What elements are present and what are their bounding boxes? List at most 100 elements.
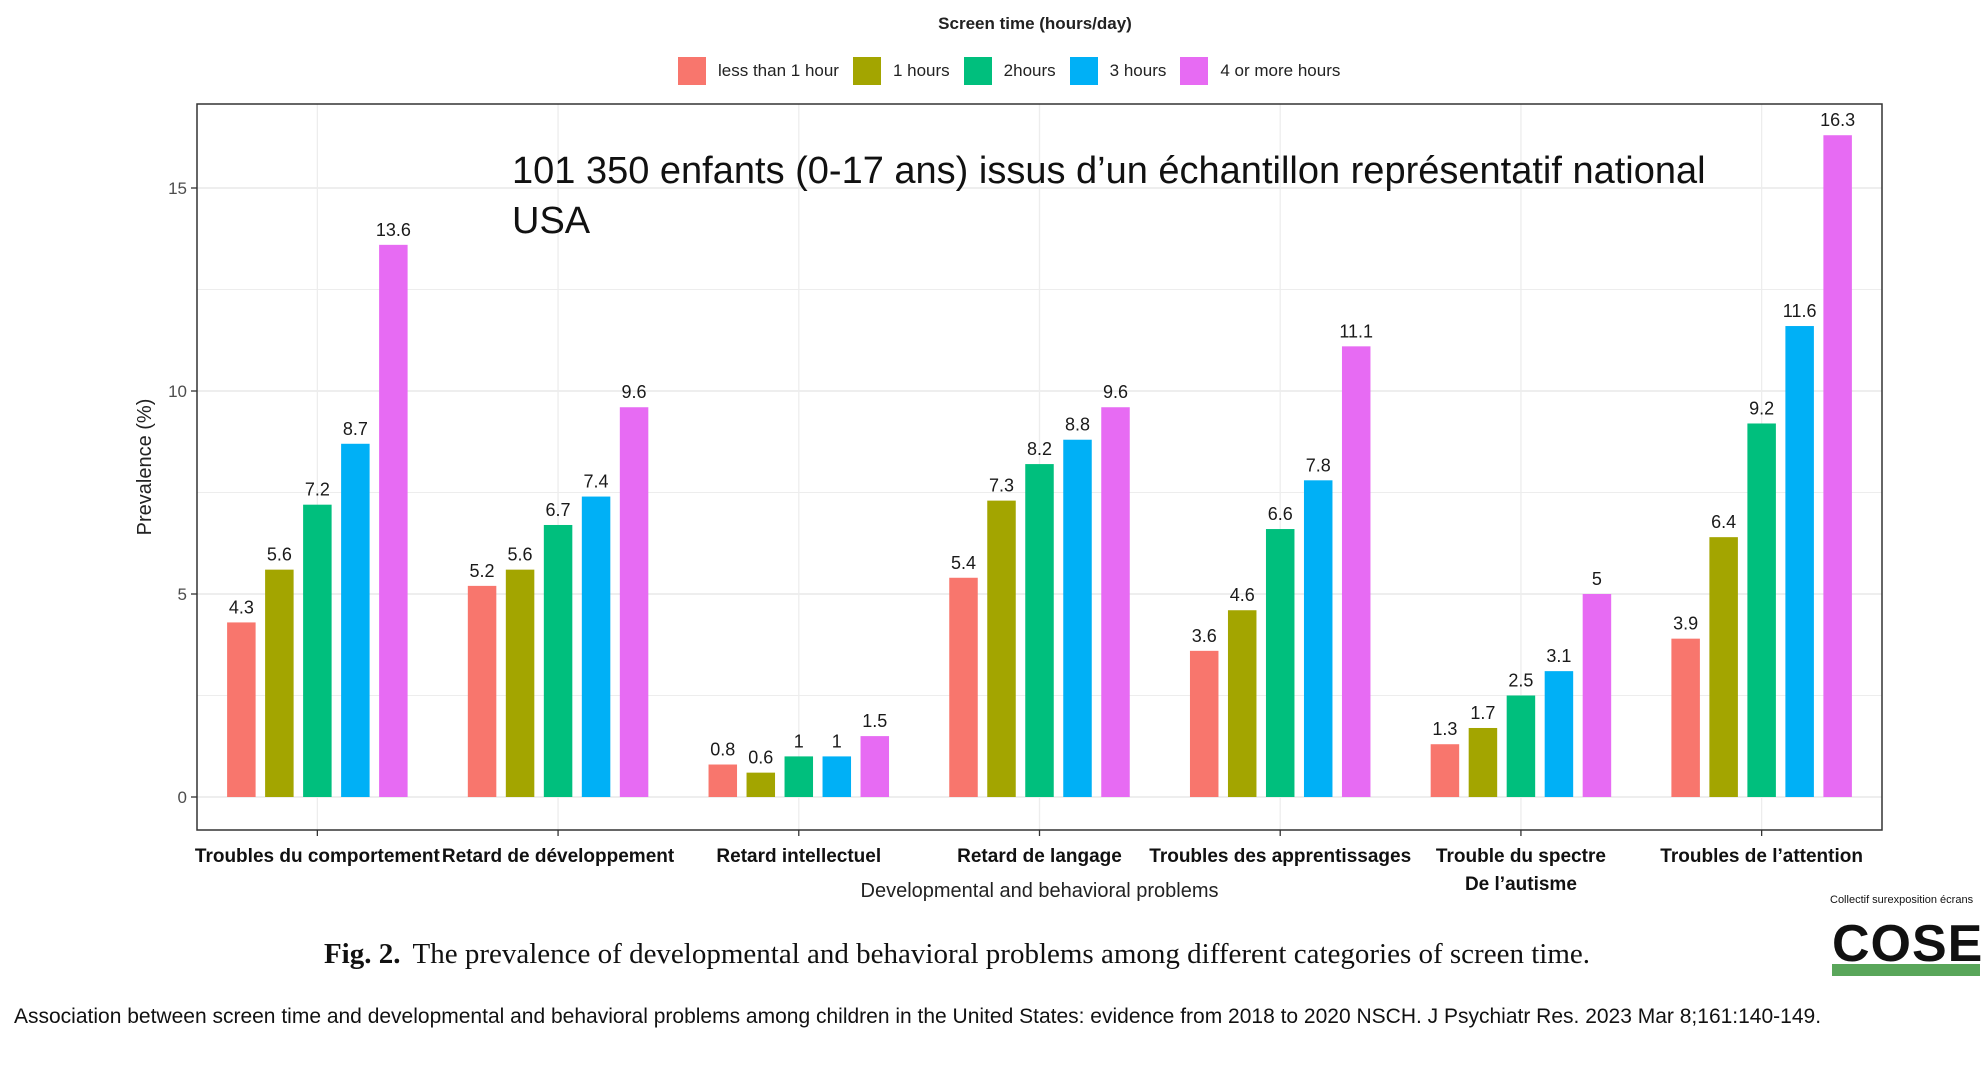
bar-value-label: 7.3 (989, 476, 1014, 496)
bar-value-label: 9.6 (622, 382, 647, 402)
x-category-label: Troubles de l’attention (1660, 846, 1863, 867)
legend-item: less than 1 hour (678, 57, 839, 85)
bar-value-label: 2.5 (1508, 671, 1533, 691)
bar (341, 443, 370, 797)
bar-value-label: 1 (832, 731, 842, 751)
bar-value-label: 8.2 (1027, 439, 1052, 459)
bar (746, 772, 776, 797)
bar (467, 585, 497, 797)
bar-value-label: 0.6 (748, 748, 773, 768)
bar-value-label: 4.6 (1230, 585, 1255, 605)
bar-value-label: 9.6 (1103, 382, 1128, 402)
bar-value-label: 5.6 (508, 545, 533, 565)
logo-bar (1832, 964, 1980, 976)
legend-swatch (1069, 57, 1098, 85)
bar-value-label: 7.4 (584, 472, 609, 492)
legend-swatch (678, 57, 706, 85)
bar (708, 764, 738, 797)
bar (1468, 727, 1498, 797)
legend-label: 1 hours (892, 61, 950, 80)
bar-value-label: 7.2 (305, 480, 330, 500)
bar-value-label: 5.4 (951, 553, 976, 573)
legend: less than 1 hour 1 hours 2hours 3 hours 4 or… (678, 57, 1354, 85)
legend-item: 4 or more hours (1180, 57, 1340, 85)
bar (1265, 529, 1295, 797)
bar (581, 496, 611, 797)
bar (379, 244, 408, 798)
bar (1189, 650, 1219, 797)
bar (1544, 671, 1574, 797)
plot-border (196, 103, 1883, 831)
bar-value-label: 1.3 (1432, 719, 1457, 739)
legend-label: 4 or more hours (1220, 61, 1341, 80)
bar (1341, 346, 1371, 797)
bar (822, 756, 852, 797)
annotation-line-1: 101 350 enfants (0-17 ans) issus d’un éc… (512, 150, 1706, 192)
bar (1063, 439, 1092, 797)
bar-value-label: 13.6 (376, 220, 411, 240)
bar-value-label: 3.1 (1546, 646, 1571, 666)
bar (1785, 326, 1814, 797)
figure-number: Fig. 2. (323, 938, 401, 970)
legend-item: 2hours (963, 57, 1056, 85)
figure-caption: Fig. 2. The prevalence of developmental a… (0, 938, 1984, 971)
bar (1025, 464, 1054, 797)
bar-value-label: 0.8 (710, 740, 735, 760)
legend-item: 3 hours (1069, 57, 1167, 85)
bar (1303, 480, 1333, 797)
y-tick-label: 5 (178, 585, 187, 604)
bar-value-label: 11.6 (1783, 301, 1817, 321)
y-tick-label: 0 (178, 788, 187, 807)
bar (1671, 638, 1700, 797)
annotation-line-2: USA (512, 200, 591, 242)
bar (1709, 537, 1738, 797)
legend-label: 3 hours (1109, 61, 1167, 80)
x-category-label: Troubles du comportement (195, 846, 441, 867)
legend-item: 1 hours (852, 57, 950, 85)
y-tick-label: 15 (168, 179, 187, 198)
bar (1506, 695, 1536, 797)
bar-value-label: 8.7 (343, 419, 368, 439)
x-axis-title: Developmental and behavioral problems (861, 880, 1219, 902)
bar (505, 569, 535, 797)
legend-title: Screen time (hours/day) (938, 14, 1132, 33)
bar-value-label: 5.2 (470, 561, 495, 581)
bar-value-label: 1.5 (862, 711, 887, 731)
caption-text: The prevalence of developmental and beha… (412, 938, 1591, 970)
cose-logo: Collectif surexposition écrans COSE (1830, 894, 1984, 996)
bar (860, 736, 890, 797)
x-category-label: Trouble du spectre (1436, 846, 1606, 867)
bar (1430, 744, 1460, 797)
bar (949, 577, 978, 797)
bar (1823, 135, 1852, 798)
legend-label: 2hours (1003, 61, 1056, 80)
bar-value-label: 3.9 (1673, 614, 1698, 634)
bar (1227, 610, 1257, 797)
x-category-label: Retard de développement (442, 846, 675, 867)
bar (1747, 423, 1776, 797)
bar (987, 500, 1016, 797)
bar (1101, 407, 1130, 797)
chart-annotation: 101 350 enfants (0-17 ans) issus d’un éc… (512, 146, 1812, 246)
legend-label: less than 1 hour (718, 61, 839, 80)
y-axis-title: Prevalence (%) (134, 399, 156, 536)
legend-swatch (852, 57, 881, 85)
bar-value-label: 1 (794, 731, 804, 751)
logo-tagline: Collectif surexposition écrans (1830, 894, 1974, 906)
source-citation: Association between screen time and deve… (14, 1005, 1822, 1028)
bar (303, 504, 332, 797)
bar-value-label: 5.6 (267, 545, 292, 565)
bar (265, 569, 294, 797)
x-category-label: Retard intellectuel (716, 846, 881, 867)
bar (227, 622, 256, 797)
bar (1582, 594, 1612, 797)
bar (784, 756, 814, 797)
bar-value-label: 7.8 (1306, 455, 1331, 475)
x-category-label: Troubles des apprentissages (1149, 846, 1411, 867)
legend-swatch (963, 57, 992, 85)
x-category-label: De l’autisme (1465, 874, 1577, 895)
y-tick-label: 10 (168, 382, 187, 401)
logo-wordmark: COSE (1832, 915, 1984, 973)
bar (619, 407, 649, 797)
